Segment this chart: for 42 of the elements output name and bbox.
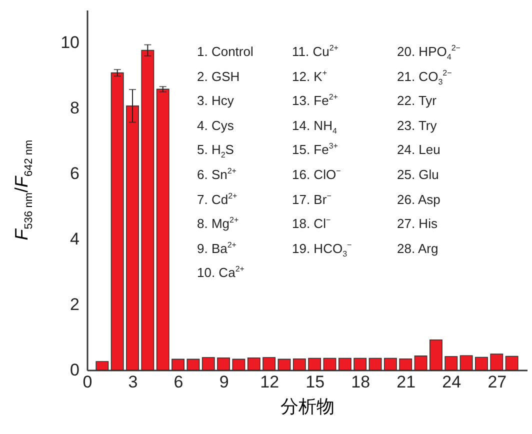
annotation: 7. Cd$^{2+}$: [197, 191, 238, 208]
x-tick-label: 6: [174, 372, 184, 392]
x-tick-label: 3: [128, 372, 138, 392]
x-tick-label: 21: [396, 372, 416, 392]
annotation: 24. Leu: [397, 142, 440, 158]
annotation: 17. Br$^{−}$: [292, 191, 332, 208]
annotation: 23. Try: [397, 118, 437, 134]
annotation: 1. Control: [197, 44, 254, 60]
annotation: 18. Cl$^{−}$: [292, 216, 331, 232]
x-tick-label: 18: [351, 372, 370, 392]
annotation: 26. Asp: [397, 192, 440, 208]
x-tick-label: 27: [488, 372, 507, 392]
annotation: 5. H$_{2}$S: [197, 142, 234, 160]
annotation: 14. NH$_{4}$: [292, 118, 337, 136]
x-tick-label: 12: [260, 372, 280, 392]
annotation: 3. Hcy: [197, 93, 234, 110]
y-tick-label: 6: [70, 164, 80, 184]
y-tick-label: 2: [70, 295, 80, 314]
y-tick-label: 0: [70, 360, 80, 380]
annotation: 16. ClO$^{−}$: [292, 166, 341, 183]
x-tick-label: 24: [442, 372, 462, 392]
annotation: 15. Fe$^{3+}$: [292, 142, 338, 158]
x-axis-title: 分析物: [280, 396, 334, 416]
y-tick-label: 10: [60, 33, 80, 52]
x-tick-label: 15: [306, 372, 325, 392]
annotation: 12. K$^{+}$: [292, 68, 328, 85]
annotation: 8. Mg$^{2+}$: [197, 216, 239, 232]
annotation: 27. His: [397, 216, 438, 232]
annotation: 25. Glu: [397, 167, 439, 183]
annotation: 22. Tyr: [397, 93, 437, 110]
annotation: 4. Cys: [197, 118, 234, 134]
x-tick-label: 0: [82, 372, 92, 392]
annotation: 2. GSH: [197, 68, 240, 85]
annotation: 13. Fe$^{2+}$: [292, 92, 338, 110]
annotation: 11. Cu$^{2+}$: [292, 44, 338, 60]
annotation: 10. Ca$^{2+}$: [197, 265, 244, 282]
annotation: 28. Arg: [397, 240, 438, 257]
x-tick-label: 9: [219, 372, 229, 392]
annotation: 9. Ba$^{2+}$: [197, 240, 236, 257]
y-tick-label: 4: [70, 230, 80, 249]
y-tick-label: 8: [70, 98, 80, 118]
annotation: 6. Sn$^{2+}$: [197, 166, 236, 183]
